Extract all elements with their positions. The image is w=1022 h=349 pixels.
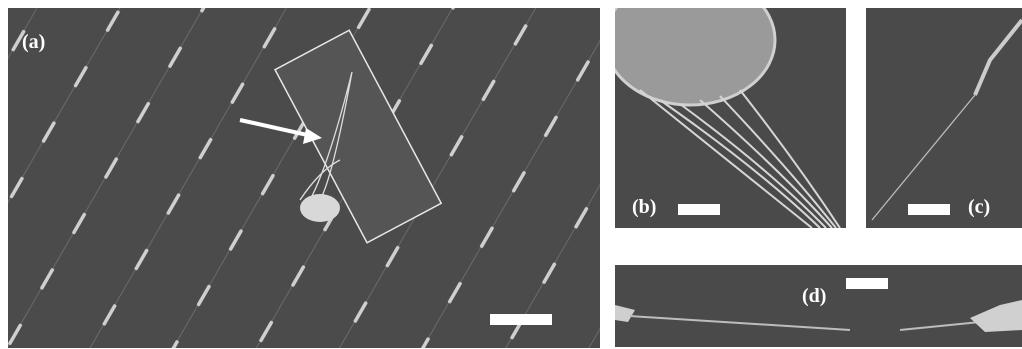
panel-label: (d) — [802, 285, 826, 307]
panel-b: (b) — [605, 0, 846, 228]
panel-label: (c) — [968, 196, 990, 218]
scale-bar — [846, 278, 888, 289]
panel-label: (a) — [22, 31, 45, 53]
panel-c: (c) — [866, 8, 1022, 228]
scale-bar — [678, 204, 720, 215]
panel-label: (b) — [632, 196, 656, 218]
scale-bar — [908, 204, 950, 215]
panel-d: (d) — [615, 265, 1022, 347]
sem-background — [866, 8, 1022, 228]
scale-bar — [490, 314, 552, 325]
figure: (a) (b) (c) (d) — [0, 0, 1022, 349]
panel-a: (a) — [8, 8, 600, 348]
particle — [300, 194, 340, 222]
